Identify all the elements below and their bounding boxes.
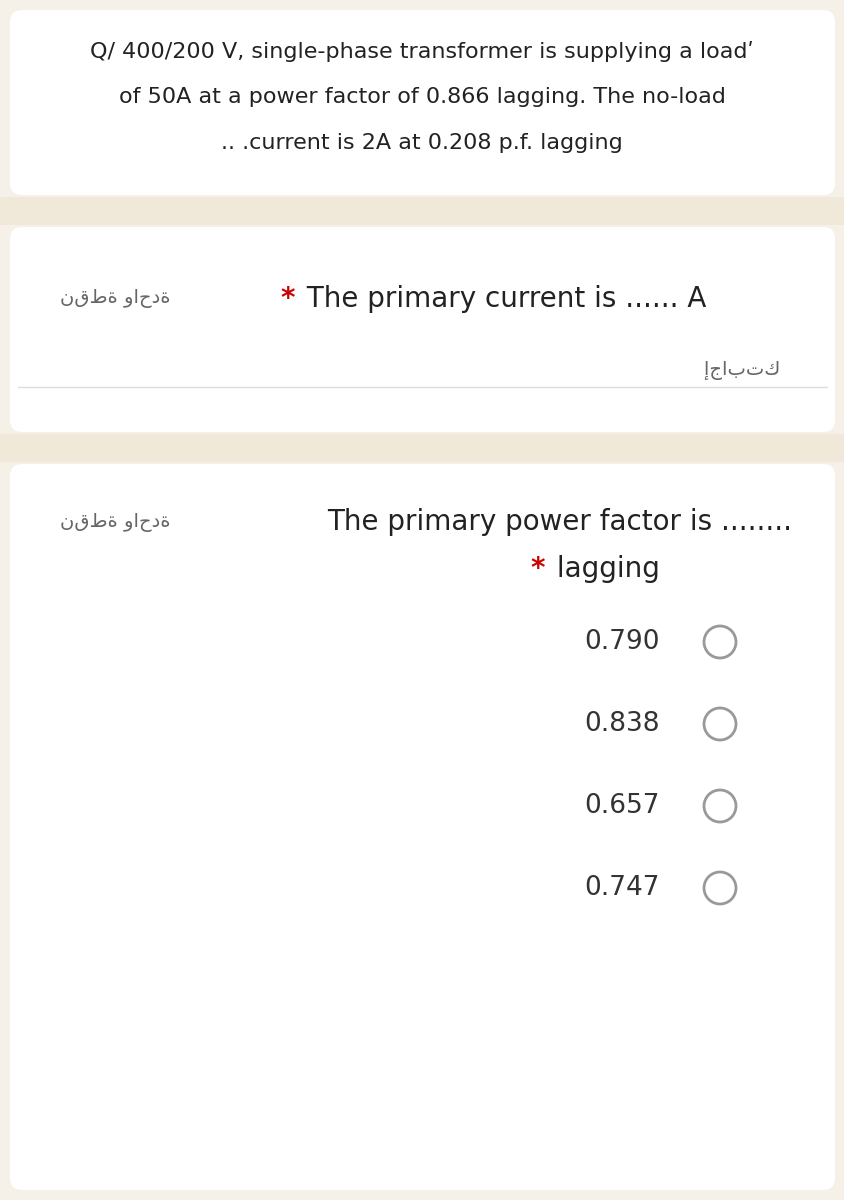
Text: *: * [529, 554, 544, 583]
Text: The primary power factor is ........: The primary power factor is ........ [327, 508, 792, 536]
FancyBboxPatch shape [10, 464, 834, 1190]
Text: The primary current is ...... A: The primary current is ...... A [298, 284, 706, 313]
FancyBboxPatch shape [10, 227, 834, 432]
Text: Q/ 400/200 V, single-phase transformer is supplying a loadʹ: Q/ 400/200 V, single-phase transformer i… [90, 42, 753, 62]
Bar [0, 434, 844, 462]
Text: *: * [279, 284, 295, 313]
Text: 0.657: 0.657 [584, 793, 659, 818]
FancyBboxPatch shape [10, 10, 834, 194]
Text: إجابتك: إجابتك [703, 360, 779, 379]
Text: نقطة واحدة: نقطة واحدة [60, 512, 170, 532]
Text: 0.838: 0.838 [584, 710, 659, 737]
Text: of 50A at a power factor of 0.866 lagging. The no-load: of 50A at a power factor of 0.866 laggin… [118, 86, 725, 107]
Text: نقطة واحدة: نقطة واحدة [60, 289, 170, 308]
Bar [0, 197, 844, 226]
Text: 0.747: 0.747 [584, 875, 659, 901]
Text: .. .current is 2A at 0.208 p.f. lagging: .. .current is 2A at 0.208 p.f. lagging [221, 133, 622, 152]
Text: lagging: lagging [548, 554, 659, 583]
Text: 0.790: 0.790 [584, 629, 659, 655]
